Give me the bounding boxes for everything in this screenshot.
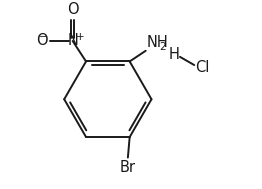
Text: O: O xyxy=(36,33,48,48)
Text: Cl: Cl xyxy=(195,60,210,75)
Text: O: O xyxy=(67,2,79,17)
Text: N: N xyxy=(67,33,78,48)
Text: H: H xyxy=(168,47,179,62)
Text: Br: Br xyxy=(120,160,136,175)
Text: 2: 2 xyxy=(159,42,166,52)
Text: −: − xyxy=(39,32,48,42)
Text: +: + xyxy=(76,32,85,42)
Text: NH: NH xyxy=(146,35,168,50)
